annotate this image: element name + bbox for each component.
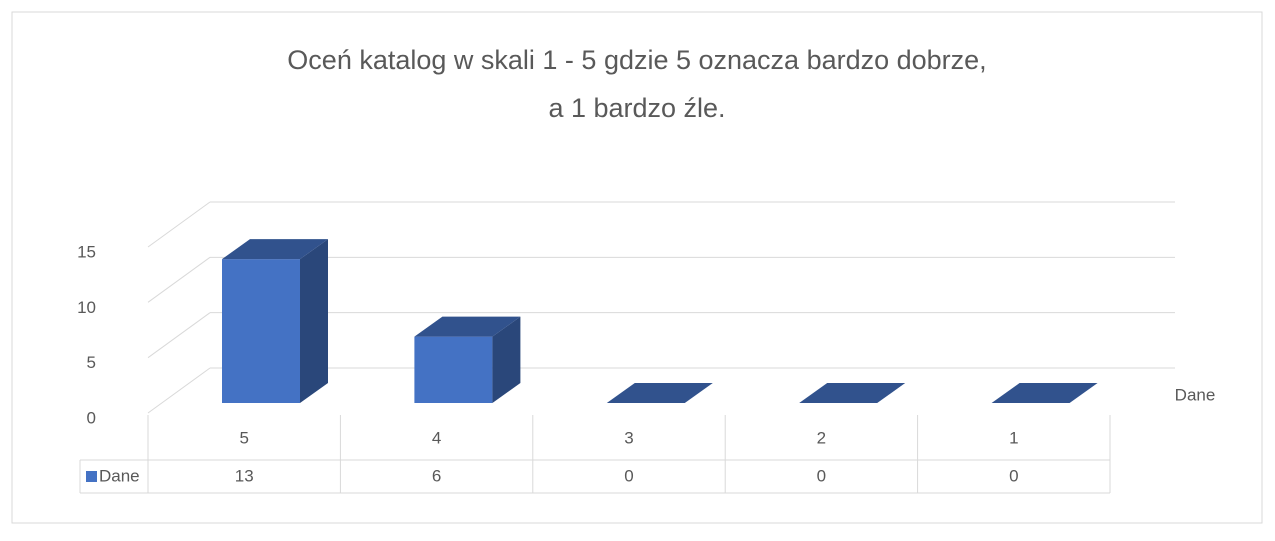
y-tick-label: 15 — [77, 242, 96, 261]
bar-face — [414, 316, 521, 337]
bar-face — [991, 383, 1098, 403]
bar-face — [222, 259, 300, 403]
y-tick-label: 5 — [87, 353, 96, 372]
y-tick-label: 0 — [87, 408, 96, 427]
table-value: 0 — [624, 466, 633, 485]
bar — [799, 383, 906, 403]
x-tick-label: 3 — [624, 428, 633, 447]
chart-title: a 1 bardzo źle. — [548, 93, 725, 123]
chart-border — [11, 11, 1263, 524]
x-tick-label: 5 — [239, 428, 248, 447]
x-tick-label: 1 — [1009, 428, 1018, 447]
grid-line — [147, 367, 211, 414]
table-value: 6 — [432, 466, 441, 485]
bar — [414, 316, 521, 403]
bar-face — [799, 383, 906, 403]
legend-swatch — [86, 471, 97, 482]
bar-face — [222, 239, 328, 260]
table-value: 0 — [817, 466, 826, 485]
chart-title: Oceń katalog w skali 1 - 5 gdzie 5 oznac… — [287, 45, 986, 75]
bar — [991, 383, 1098, 403]
grid-line — [147, 312, 211, 359]
table-value: 0 — [1009, 466, 1018, 485]
bar — [606, 383, 713, 403]
x-tick-label: 4 — [432, 428, 441, 447]
bar-face — [414, 336, 493, 403]
depth-axis-label: Dane — [1175, 385, 1216, 404]
x-tick-label: 2 — [817, 428, 826, 447]
bar-face — [300, 239, 328, 403]
bar-face — [606, 383, 713, 403]
legend-label: Dane — [99, 466, 140, 485]
grid-line — [147, 256, 211, 303]
bar-face — [492, 316, 521, 403]
y-tick-label: 10 — [77, 298, 96, 317]
bar — [222, 239, 328, 403]
table-value: 13 — [235, 466, 254, 485]
grid-line — [147, 201, 211, 248]
